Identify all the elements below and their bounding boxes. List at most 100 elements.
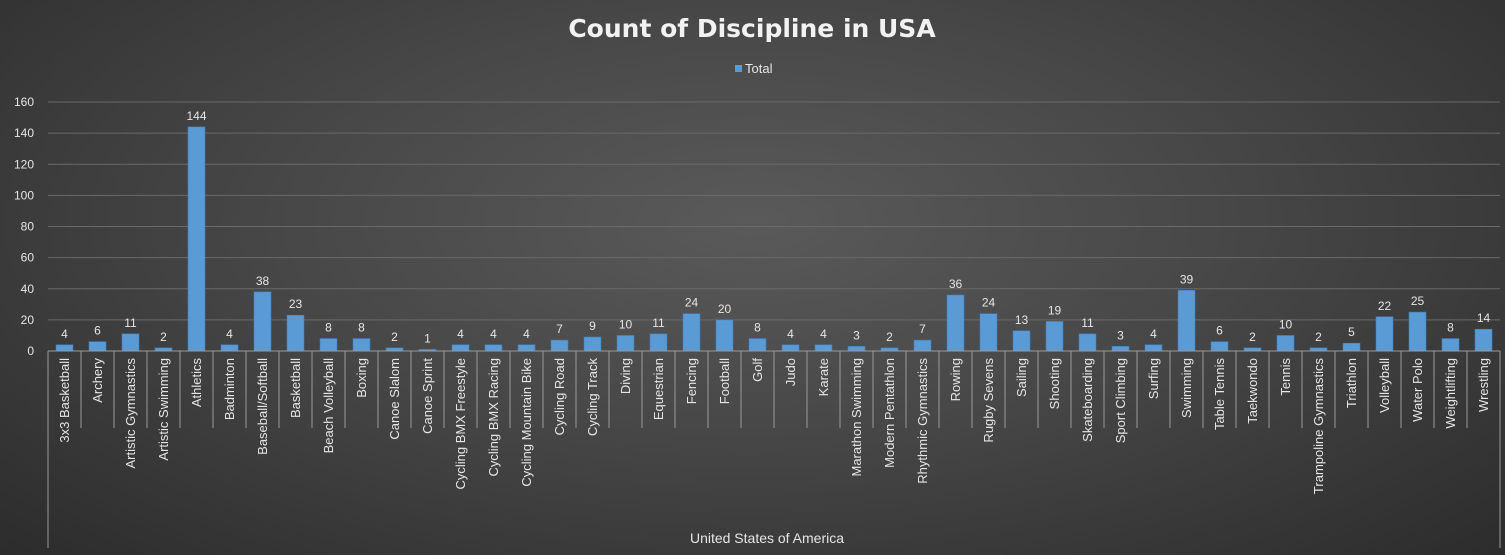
bar — [715, 319, 734, 352]
category-label: Judo — [783, 358, 798, 386]
y-tick-label: 20 — [21, 313, 35, 327]
data-label: 2 — [391, 330, 398, 344]
category-label: Canoe Sprint — [420, 358, 435, 434]
category-label: Artistic Swimming — [156, 358, 171, 461]
data-label: 4 — [490, 327, 497, 341]
category-label: Boxing — [354, 358, 369, 398]
bar — [319, 338, 338, 352]
bar — [814, 344, 833, 352]
category-label: Fencing — [684, 358, 699, 404]
bars — [55, 126, 1493, 352]
category-label: Cycling Road — [552, 358, 567, 435]
category-label: Athletics — [189, 358, 204, 408]
data-label: 25 — [1411, 294, 1425, 308]
bar — [1210, 341, 1229, 352]
y-axis-ticks: 0 20 40 60 80 100 120 140 160 — [14, 95, 34, 358]
legend: Total — [735, 61, 773, 76]
bar — [187, 126, 206, 352]
bar — [649, 333, 668, 352]
data-label: 24 — [685, 296, 699, 310]
category-label: Table Tennis — [1212, 358, 1227, 431]
data-label: 38 — [256, 274, 270, 288]
data-label: 19 — [1048, 303, 1062, 317]
bar — [88, 341, 107, 352]
data-label: 22 — [1378, 299, 1392, 313]
data-label: 24 — [982, 296, 996, 310]
category-label: Cycling BMX Freestyle — [453, 358, 468, 489]
category-label: Rugby Sevens — [981, 358, 996, 443]
data-label: 8 — [1447, 321, 1454, 335]
category-labels: 3x3 Basketball Archery Artistic Gymnastics… — [57, 358, 1491, 495]
bar — [1045, 321, 1064, 352]
data-label: 8 — [325, 321, 332, 335]
category-label: Diving — [618, 358, 633, 394]
data-label: 8 — [754, 321, 761, 335]
data-label: 4 — [61, 327, 68, 341]
data-label: 20 — [718, 302, 732, 316]
bar — [1441, 338, 1460, 352]
gridlines — [48, 101, 1500, 321]
bar — [286, 314, 305, 352]
bar — [121, 333, 140, 352]
category-label: Marathon Swimming — [849, 358, 864, 477]
data-label: 4 — [1150, 327, 1157, 341]
y-tick-label: 40 — [21, 282, 35, 296]
category-label: Shooting — [1047, 358, 1062, 409]
category-label: Skateboarding — [1080, 358, 1095, 442]
bar — [451, 344, 470, 352]
bar — [253, 291, 272, 352]
bar — [1375, 316, 1394, 352]
category-label: Beach Volleyball — [321, 358, 336, 454]
bar — [550, 339, 569, 352]
bar — [946, 294, 965, 352]
category-label: Tennis — [1278, 358, 1293, 396]
category-label: Baseball/Softball — [255, 358, 270, 455]
y-tick-label: 140 — [14, 126, 34, 140]
data-label: 6 — [1216, 324, 1223, 338]
y-tick-label: 100 — [14, 188, 34, 202]
category-label: Basketball — [288, 358, 303, 418]
bar — [748, 338, 767, 352]
category-label: Badminton — [222, 358, 237, 420]
category-label: Football — [717, 358, 732, 404]
data-label: 5 — [1348, 325, 1355, 339]
data-label: 6 — [94, 324, 101, 338]
data-label: 39 — [1180, 272, 1194, 286]
bar — [484, 344, 503, 352]
data-label: 36 — [949, 277, 963, 291]
category-label: Wrestling — [1476, 358, 1491, 412]
category-label: 3x3 Basketball — [57, 358, 72, 443]
data-label: 4 — [457, 327, 464, 341]
bar — [1177, 290, 1196, 352]
bar — [847, 346, 866, 352]
bar — [682, 313, 701, 352]
bar — [1276, 335, 1295, 352]
y-tick-label: 60 — [21, 251, 35, 265]
category-label: Cycling BMX Racing — [486, 358, 501, 477]
y-tick-label: 160 — [14, 95, 34, 109]
data-label: 2 — [1249, 330, 1256, 344]
category-label: Archery — [90, 358, 105, 403]
category-label: Rowing — [948, 358, 963, 401]
bar — [913, 339, 932, 352]
bar — [1111, 346, 1130, 352]
data-label: 1 — [424, 331, 431, 345]
bar — [1078, 333, 1097, 352]
x-axis — [47, 350, 1501, 548]
bar — [1474, 328, 1493, 352]
data-label: 2 — [160, 330, 167, 344]
data-label: 11 — [124, 316, 137, 330]
bar — [616, 335, 635, 352]
bar — [583, 336, 602, 352]
bar — [1012, 330, 1031, 352]
bar — [352, 338, 371, 352]
data-label: 3 — [853, 328, 860, 342]
data-label: 10 — [1279, 317, 1293, 331]
data-label: 23 — [289, 297, 303, 311]
category-label: Canoe Slalom — [387, 358, 402, 440]
bar — [781, 344, 800, 352]
category-label: Sport Climbing — [1113, 358, 1128, 443]
category-label: Surfing — [1146, 358, 1161, 399]
